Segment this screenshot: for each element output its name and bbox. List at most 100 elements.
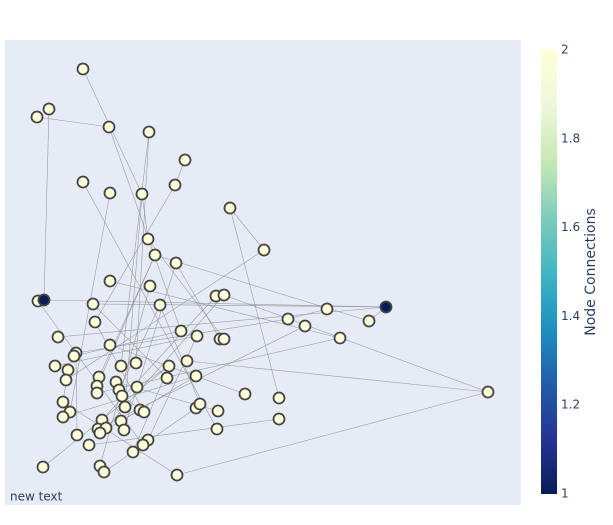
node: [180, 354, 194, 368]
edge: [108, 126, 182, 332]
node: [135, 187, 149, 201]
edge: [159, 304, 201, 405]
node: [115, 389, 129, 403]
node: [56, 410, 70, 424]
edge: [229, 207, 280, 399]
colorbar-tick-label: 1.4: [561, 309, 580, 323]
node: [76, 175, 90, 189]
colorbar-tick-label: 1: [561, 487, 569, 501]
edge: [75, 352, 78, 436]
node: [143, 279, 157, 293]
node: [48, 359, 62, 373]
edge: [92, 303, 387, 308]
edge: [73, 330, 182, 357]
node: [481, 385, 495, 399]
node: [114, 359, 128, 373]
colorbar-tick-label: 2: [561, 43, 569, 57]
node: [281, 312, 295, 326]
node: [333, 331, 347, 345]
plot-area: [5, 40, 521, 505]
colorbar-title: Node Connections: [583, 208, 599, 336]
node: [51, 330, 65, 344]
node: [93, 426, 107, 440]
node: [103, 186, 117, 200]
edge: [98, 254, 156, 378]
node: [86, 297, 100, 311]
annotation: new text: [10, 490, 63, 504]
colorbar-tick-label: 1.8: [561, 131, 580, 145]
edge: [147, 335, 198, 441]
node: [130, 380, 144, 394]
edge: [94, 184, 176, 323]
edge: [62, 401, 178, 476]
node: [298, 319, 312, 333]
edge: [109, 344, 246, 395]
node: [210, 422, 224, 436]
edge: [62, 375, 197, 418]
node: [238, 387, 252, 401]
edge: [65, 249, 265, 381]
node: [162, 359, 176, 373]
node: [223, 201, 237, 215]
edge: [88, 418, 280, 446]
node: [76, 62, 90, 76]
node: [141, 232, 155, 246]
node: [174, 324, 188, 338]
node: [142, 125, 156, 139]
node: [211, 404, 225, 418]
node: [118, 400, 132, 414]
edge: [92, 303, 168, 379]
node: [90, 386, 104, 400]
colorbar-tick-label: 1.2: [561, 398, 580, 412]
node: [88, 315, 102, 329]
node: [56, 395, 70, 409]
node: [153, 298, 167, 312]
edge: [229, 207, 265, 251]
node: [217, 332, 231, 346]
node: [137, 405, 151, 419]
node: [97, 465, 111, 479]
edge: [99, 285, 151, 467]
colorbar: [541, 50, 557, 494]
node: [169, 256, 183, 270]
edge: [154, 254, 370, 322]
edge: [82, 181, 218, 430]
node: [37, 293, 51, 307]
node: [160, 371, 174, 385]
node: [70, 428, 84, 442]
node: [67, 349, 81, 363]
node: [217, 288, 231, 302]
node: [61, 363, 75, 377]
node: [148, 248, 162, 262]
node: [272, 391, 286, 405]
edge: [120, 131, 150, 367]
node: [272, 412, 286, 426]
node: [129, 356, 143, 370]
edge: [96, 254, 156, 387]
node: [189, 369, 203, 383]
node: [30, 110, 44, 124]
edge: [120, 375, 197, 422]
node: [193, 397, 207, 411]
edge: [176, 391, 489, 476]
edge: [186, 360, 489, 393]
edge: [123, 262, 177, 431]
edge: [135, 131, 150, 364]
node: [42, 102, 56, 116]
node: [170, 468, 184, 482]
edge: [43, 108, 50, 301]
edge: [223, 294, 489, 393]
node: [117, 423, 131, 437]
node: [59, 373, 73, 387]
node: [379, 300, 393, 314]
node: [168, 178, 182, 192]
node: [178, 153, 192, 167]
node: [103, 338, 117, 352]
edge: [175, 262, 221, 340]
node: [103, 274, 117, 288]
node: [126, 445, 140, 459]
node: [362, 314, 376, 328]
edge: [141, 193, 149, 240]
node: [136, 438, 150, 452]
